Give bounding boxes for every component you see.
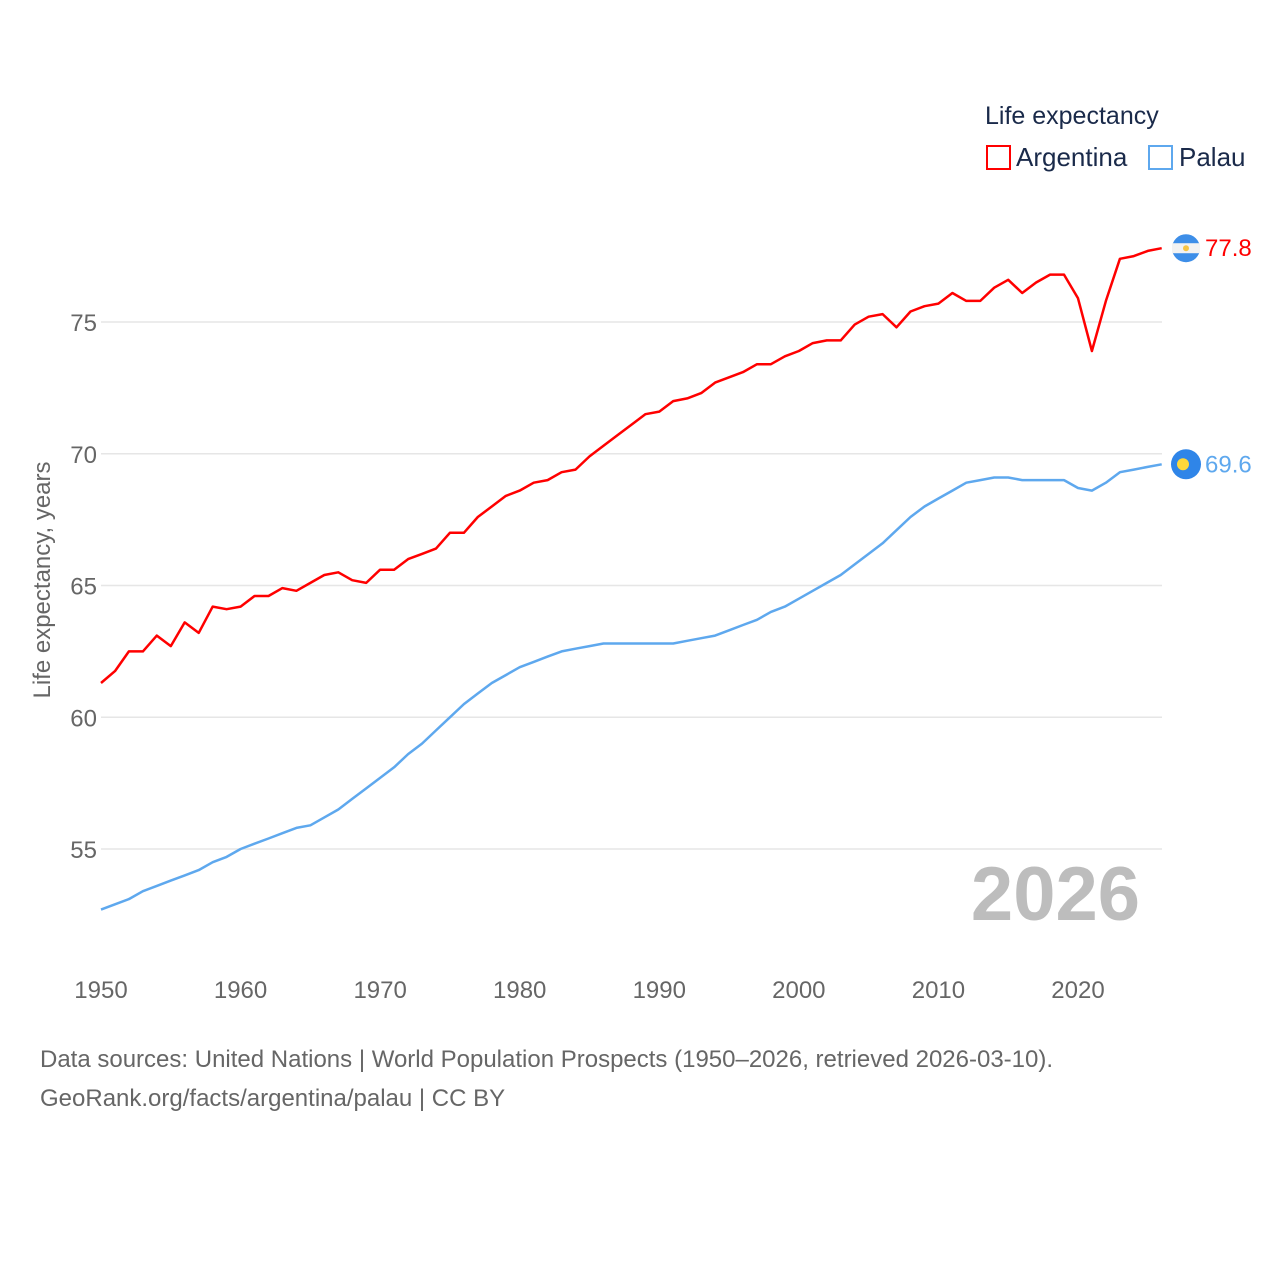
x-tick-label: 1970 [353,977,406,1004]
flag-icon-argentina [1172,234,1200,263]
y-tick-label: 60 [70,705,97,732]
end-value-label: 77.8 [1205,235,1252,262]
attribution-link[interactable]: GeoRank.org/facts/argentina/palau | CC B… [40,1085,506,1112]
end-value-label: 69.6 [1205,451,1252,478]
legend-label-palau[interactable]: Palau [1179,142,1246,172]
series-line-argentina [100,246,1162,684]
x-tick-label: 2010 [912,977,965,1004]
legend: Life expectancy Argentina Palau [985,102,1246,172]
year-watermark: 2026 [971,852,1140,937]
x-tick-label: 1990 [633,977,686,1004]
y-tick-label: 55 [70,837,97,864]
y-tick-label: 70 [70,442,97,469]
x-tick-label: 1950 [74,977,127,1004]
data-source-text: Data sources: United Nations | World Pop… [40,1046,1054,1073]
y-tick-label: 65 [70,574,97,601]
x-tick-label: 1980 [493,977,546,1004]
y-axis-label: Life expectancy, years [29,461,56,698]
legend-swatch-palau[interactable] [1148,145,1173,170]
x-tick-label: 2020 [1051,977,1104,1004]
x-tick-label: 2000 [772,977,825,1004]
legend-swatch-argentina[interactable] [986,145,1011,170]
x-tick-label: 1960 [214,977,267,1004]
legend-label-argentina[interactable]: Argentina [1016,142,1128,172]
legend-title: Life expectancy [985,102,1159,130]
series-line-palau [100,463,1162,911]
flag-icon-palau [1171,449,1201,480]
y-tick-label: 75 [70,310,97,337]
